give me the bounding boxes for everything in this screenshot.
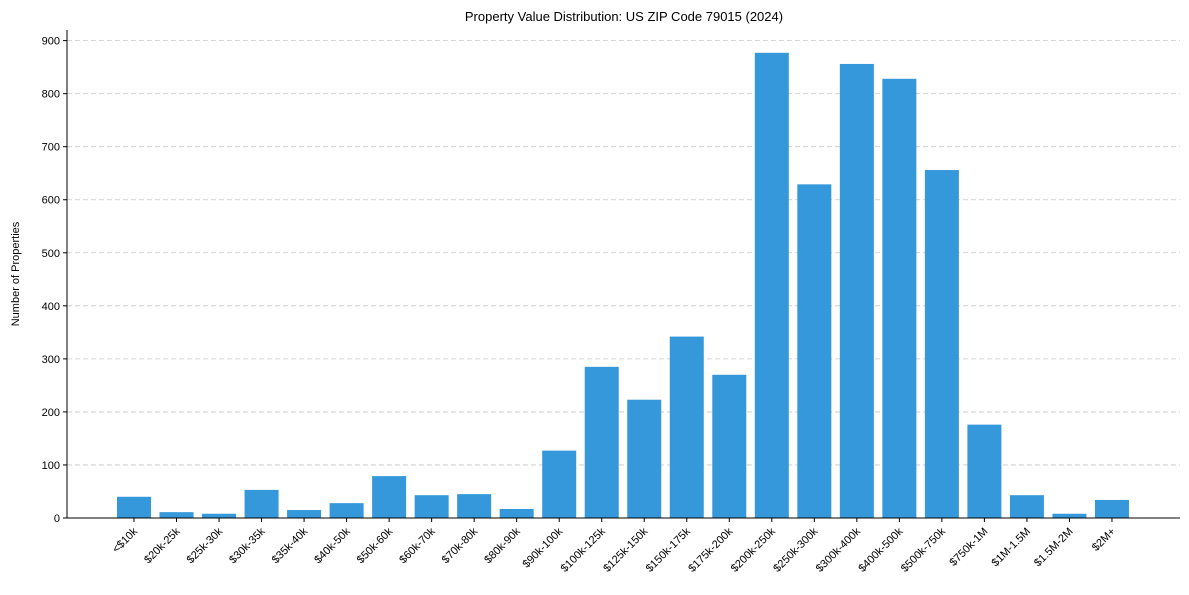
y-tick-label: 400: [42, 301, 60, 313]
x-tick-label: $500k-750k: [899, 525, 948, 574]
y-tick-label: 800: [42, 89, 60, 101]
bar: [967, 424, 1002, 518]
y-tick-label: 200: [42, 407, 60, 419]
y-tick-label: 0: [54, 513, 60, 525]
x-tick-label: $125k-150k: [601, 525, 650, 574]
bar: [159, 512, 194, 518]
bar: [797, 184, 832, 519]
x-tick-label: $50k-60k: [355, 525, 396, 566]
bar: [414, 495, 449, 518]
bar: [584, 366, 619, 518]
y-tick-label: 300: [42, 354, 60, 366]
bar: [839, 63, 874, 519]
x-tick-label: $25k-30k: [185, 525, 226, 566]
bar: [627, 399, 662, 518]
bar: [457, 494, 492, 518]
x-tick-label: $1.5M-2M: [1032, 526, 1076, 570]
x-tick-label: $100k-125k: [559, 525, 608, 574]
bar: [542, 450, 577, 518]
y-tick-label: 500: [42, 248, 60, 260]
y-tick-label: 100: [42, 460, 60, 472]
bar: [1052, 513, 1087, 518]
x-tick-label: $200k-250k: [729, 525, 778, 574]
bar: [117, 496, 151, 518]
bar: [669, 336, 704, 518]
x-tick-label: <$10k: [110, 525, 140, 555]
x-tick-label: $400k-500k: [856, 525, 905, 574]
x-tick-label: $80k-90k: [482, 525, 523, 566]
bar: [882, 78, 917, 519]
x-tick-label: $30k-35k: [227, 525, 268, 566]
x-tick-label: $250k-300k: [771, 525, 820, 574]
bar: [372, 476, 407, 518]
bar: [924, 170, 959, 518]
x-tick-label: $70k-80k: [440, 525, 481, 566]
bar: [1094, 499, 1129, 518]
bar: [1009, 495, 1044, 518]
x-tick-label: $90k-100k: [521, 525, 566, 570]
bar: [287, 510, 322, 518]
x-tick-label: $750k-1M: [947, 526, 990, 569]
x-tick-label: $2M+: [1090, 526, 1118, 554]
y-axis-label: Number of Properties: [10, 221, 22, 326]
x-tick-label: $175k-200k: [686, 525, 735, 574]
x-tick-label: $35k-40k: [270, 525, 311, 566]
x-tick-label: $60k-70k: [397, 525, 438, 566]
bar: [754, 52, 789, 519]
bar: [244, 489, 279, 518]
y-tick-label: 700: [42, 142, 60, 154]
chart-title: Property Value Distribution: US ZIP Code…: [465, 9, 783, 24]
bar: [202, 513, 237, 518]
bar: [712, 374, 747, 518]
bar: [499, 508, 534, 518]
x-tick-label: $150k-175k: [644, 525, 693, 574]
y-tick-label: 600: [42, 195, 60, 207]
y-tick-label: 900: [42, 36, 60, 48]
bar: [329, 503, 364, 518]
x-tick-label: $20k-25k: [142, 525, 183, 566]
x-tick-label: $1M-1.5M: [990, 526, 1034, 570]
x-tick-label: $40k-50k: [312, 525, 353, 566]
x-tick-label: $300k-400k: [814, 525, 863, 574]
